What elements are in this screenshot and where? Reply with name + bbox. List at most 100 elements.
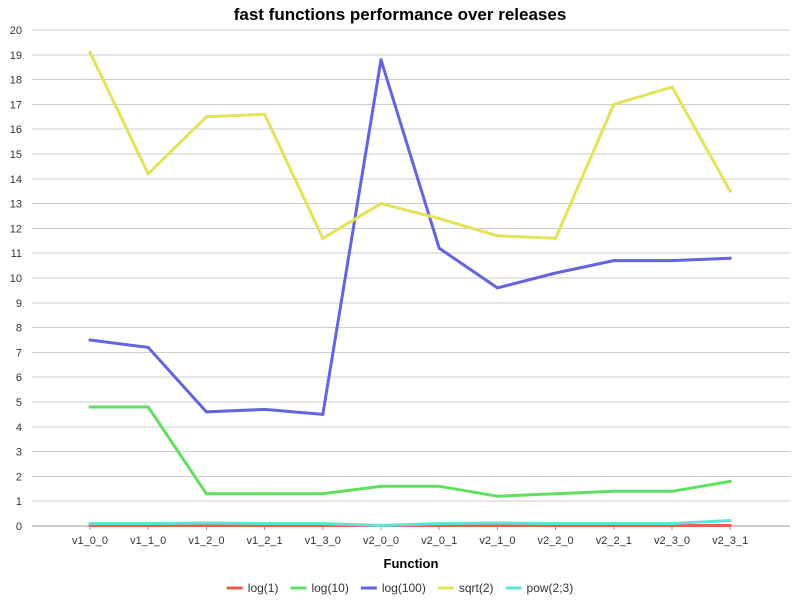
legend-item: log(100): [360, 581, 426, 595]
legend-label: log(1): [248, 581, 279, 595]
data-point: [437, 484, 441, 488]
data-point: [495, 286, 499, 290]
data-point: [321, 492, 325, 496]
data-point: [379, 484, 383, 488]
y-tick-label: 6: [16, 372, 22, 384]
y-tick-label: 16: [10, 124, 22, 136]
data-point: [88, 405, 92, 409]
chart-title: fast functions performance over releases: [234, 5, 567, 24]
x-tick-label: v1_3_0: [305, 535, 341, 547]
data-point: [728, 256, 732, 260]
y-tick-label: 10: [10, 273, 22, 285]
data-point: [612, 522, 616, 526]
legend-item: log(1): [226, 581, 279, 595]
x-axis: v1_0_0 v1_1_0 v1_2_0 v1_2_1 v1_3_0 v2_0_0 v2_0…: [72, 526, 748, 547]
data-point: [321, 236, 325, 240]
data-point: [88, 338, 92, 342]
y-tick-label: 9: [16, 298, 22, 310]
data-point: [554, 492, 558, 496]
x-tick-label: v1_2_1: [247, 535, 283, 547]
data-point: [554, 522, 558, 526]
data-point: [554, 271, 558, 275]
data-point: [146, 172, 150, 176]
data-point: [612, 102, 616, 106]
data-point: [728, 519, 732, 523]
x-tick-label: v2_0_1: [421, 535, 457, 547]
x-tick-label: v1_2_0: [188, 535, 224, 547]
y-tick-label: 15: [10, 149, 22, 161]
data-point: [204, 524, 208, 528]
data-point: [670, 85, 674, 89]
legend-item: pow(2;3): [505, 581, 574, 595]
data-point: [263, 407, 267, 411]
data-point: [379, 524, 383, 528]
data-point: [554, 236, 558, 240]
data-point: [728, 524, 732, 528]
series-line: [88, 58, 732, 416]
data-point: [670, 522, 674, 526]
data-point: [437, 216, 441, 220]
x-axis-title: Function: [384, 556, 439, 571]
data-point: [495, 524, 499, 528]
y-tick-label: 0: [16, 521, 22, 533]
legend-item: sqrt(2): [437, 581, 494, 595]
data-point: [495, 494, 499, 498]
data-point: [437, 246, 441, 250]
y-tick-label: 12: [10, 223, 22, 235]
y-tick-label: 8: [16, 323, 22, 335]
series-line: [88, 519, 732, 527]
data-point: [146, 405, 150, 409]
y-tick-label: 13: [10, 199, 22, 211]
x-tick-label: v2_1_0: [479, 535, 515, 547]
x-tick-label: v1_0_0: [72, 535, 108, 547]
x-tick-label: v1_1_0: [130, 535, 166, 547]
data-point: [146, 345, 150, 349]
data-point: [670, 259, 674, 263]
data-point: [321, 522, 325, 526]
series-line: [88, 50, 732, 240]
legend-label: pow(2;3): [527, 581, 574, 595]
data-point: [379, 202, 383, 206]
legend-item: log(10): [290, 581, 349, 595]
y-tick-label: 18: [10, 75, 22, 87]
data-point: [204, 115, 208, 119]
data-point: [88, 50, 92, 54]
series-lines: [88, 50, 732, 528]
data-point: [437, 522, 441, 526]
data-point: [88, 522, 92, 526]
legend-label: log(100): [382, 581, 426, 595]
data-point: [263, 492, 267, 496]
data-point: [204, 521, 208, 525]
x-tick-label: v2_3_0: [654, 535, 690, 547]
y-tick-label: 3: [16, 447, 22, 459]
y-tick-label: 1: [16, 496, 22, 508]
data-point: [728, 189, 732, 193]
data-point: [263, 112, 267, 116]
data-point: [204, 492, 208, 496]
data-point: [670, 489, 674, 493]
y-tick-label: 20: [10, 25, 22, 37]
data-point: [379, 58, 383, 62]
x-tick-label: v2_2_0: [538, 535, 574, 547]
x-tick-label: v2_0_0: [363, 535, 399, 547]
y-tick-label: 14: [10, 174, 22, 186]
y-tick-label: 17: [10, 99, 22, 111]
data-point: [495, 234, 499, 238]
grid-lines: [32, 29, 790, 527]
y-tick-label: 2: [16, 471, 22, 483]
data-point: [495, 521, 499, 525]
data-point: [263, 522, 267, 526]
x-tick-label: v2_2_1: [596, 535, 632, 547]
data-point: [146, 522, 150, 526]
y-tick-label: 11: [11, 248, 22, 260]
legend-label: log(10): [311, 581, 348, 595]
y-tick-label: 19: [10, 50, 22, 62]
y-tick-label: 7: [16, 347, 22, 359]
x-tick-label: v2_3_1: [712, 535, 748, 547]
data-point: [612, 489, 616, 493]
series-line: [88, 405, 732, 498]
y-tick-label: 4: [16, 422, 22, 434]
data-point: [612, 259, 616, 263]
